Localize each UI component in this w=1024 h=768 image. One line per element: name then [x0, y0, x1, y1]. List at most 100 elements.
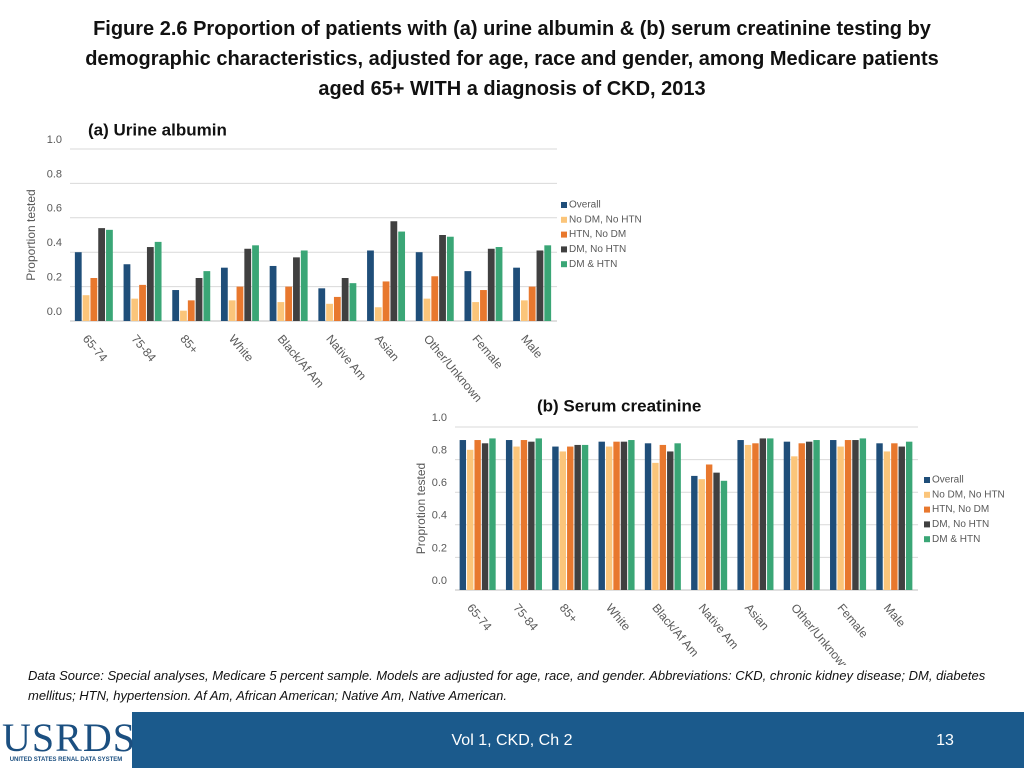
y-tick-label: 0.2	[432, 542, 447, 554]
bar	[187, 300, 195, 321]
bar	[98, 228, 106, 321]
bar	[559, 451, 567, 590]
bar	[791, 456, 798, 590]
bar	[146, 247, 154, 321]
bar	[737, 440, 744, 590]
bar	[883, 451, 891, 590]
bar	[228, 300, 236, 321]
bar	[620, 441, 628, 590]
legend-label: DM & HTN	[932, 534, 980, 545]
bar	[767, 438, 774, 590]
bar	[898, 446, 905, 590]
bar	[285, 286, 293, 321]
legend-swatch	[561, 231, 567, 238]
y-tick-label: 0.2	[47, 272, 62, 284]
bar	[459, 440, 467, 590]
bar	[513, 446, 520, 590]
bar	[830, 440, 837, 590]
bar	[415, 252, 423, 321]
bar	[759, 438, 767, 590]
y-tick-label: 0.6	[432, 477, 447, 489]
x-tick-label: Female	[835, 601, 872, 641]
bar	[172, 290, 180, 321]
bar	[628, 440, 635, 590]
bar	[852, 440, 859, 590]
x-tick-label: 85+	[177, 332, 201, 357]
bar	[480, 290, 487, 321]
bar	[154, 241, 162, 321]
bar	[487, 248, 495, 321]
x-tick-label: 65-74	[464, 601, 495, 634]
bar	[467, 449, 474, 590]
legend-label: HTN, No DM	[569, 229, 626, 240]
x-tick-label: Native Am	[323, 332, 369, 383]
footer-label: Vol 1, CKD, Ch 2	[451, 732, 573, 749]
x-tick-label: Black/Af Am	[275, 332, 327, 391]
x-tick-label: Male	[881, 601, 909, 630]
legend-label: DM, No HTN	[932, 519, 989, 530]
legend-swatch	[924, 536, 930, 543]
bar	[236, 286, 244, 321]
x-tick-label: Asian	[742, 601, 772, 633]
bar	[520, 440, 528, 590]
bar	[528, 441, 535, 590]
legend-label: No DM, No HTN	[569, 214, 642, 225]
bar	[859, 438, 867, 590]
bar	[876, 443, 883, 590]
y-tick-label: 1.0	[432, 412, 447, 424]
bar	[574, 444, 581, 590]
bar	[326, 303, 333, 321]
y-axis-title: Proportion tested	[24, 189, 38, 280]
bar	[390, 221, 398, 321]
bar	[536, 250, 544, 321]
x-tick-label: Asian	[372, 332, 402, 364]
bar	[439, 235, 446, 321]
legend-label: Overall	[932, 475, 964, 486]
bar	[705, 464, 713, 590]
bar	[349, 283, 357, 321]
legend-swatch	[561, 202, 567, 208]
legend-label: DM & HTN	[569, 259, 617, 270]
slide-title: Figure 2.6 Proportion of patients with (…	[85, 18, 939, 100]
bar	[844, 440, 852, 590]
y-tick-label: 0.6	[47, 203, 62, 215]
y-tick-label: 0.0	[47, 306, 62, 318]
bar	[374, 307, 382, 321]
bar	[505, 440, 513, 590]
x-tick-label: Female	[469, 332, 506, 372]
bar	[220, 267, 228, 321]
x-tick-label: White	[226, 332, 257, 365]
y-tick-label: 0.4	[47, 237, 62, 249]
bar	[123, 264, 131, 321]
logo-text: USRDS	[2, 715, 136, 760]
bar	[752, 443, 759, 590]
bar	[520, 300, 528, 321]
bar	[244, 248, 252, 321]
legend-label: Overall	[569, 200, 601, 211]
bar	[318, 288, 326, 321]
bar	[837, 446, 844, 590]
bar	[82, 295, 90, 321]
bar	[528, 286, 536, 321]
bar	[605, 446, 613, 590]
bar	[367, 250, 374, 321]
x-tick-label: 75-84	[510, 601, 541, 634]
bar	[598, 441, 605, 590]
chart-title: (a) Urine albumin	[88, 120, 227, 139]
y-axis-title: Proprotion tested	[414, 463, 428, 554]
bar	[293, 257, 300, 321]
bar	[139, 284, 146, 321]
bar	[300, 250, 308, 321]
legend-swatch	[561, 261, 567, 268]
bar	[905, 441, 913, 590]
bar	[813, 440, 820, 590]
bar	[659, 444, 667, 590]
bar	[567, 446, 574, 590]
bar	[252, 245, 259, 321]
page-number: 13	[936, 732, 954, 749]
bar	[423, 298, 431, 321]
legend-swatch	[924, 521, 930, 528]
bar	[203, 271, 211, 321]
x-tick-label: White	[603, 601, 634, 634]
